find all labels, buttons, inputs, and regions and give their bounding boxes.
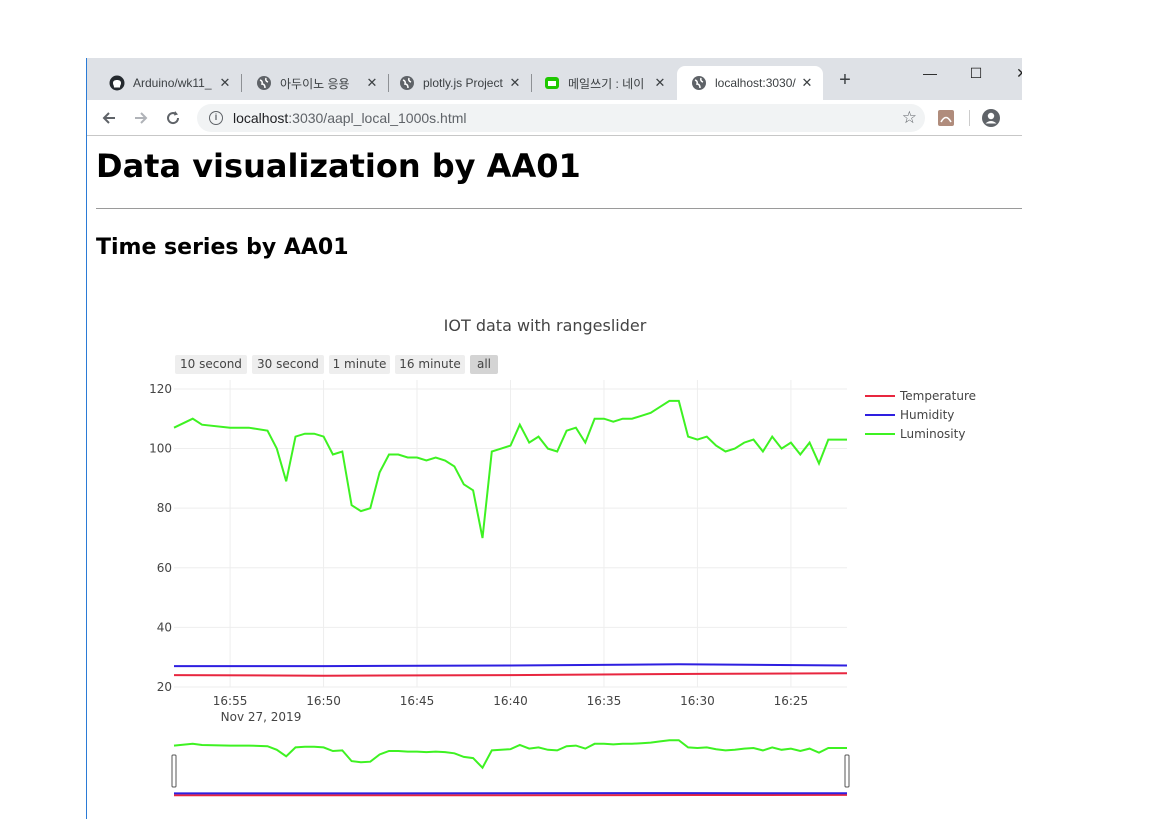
page-content: Data visualization by AA01 Time series b… — [87, 136, 1022, 819]
back-button[interactable] — [97, 106, 121, 130]
tab-plotly[interactable]: plotly.js Project ✕ — [385, 66, 531, 100]
browser-window: Arduino/wk11_ ✕ 아두이노 응용 ✕ plotly.js Proj… — [86, 58, 1022, 819]
maximize-icon[interactable]: ☐ — [969, 65, 983, 81]
profile-avatar-icon[interactable] — [979, 106, 1003, 130]
page-title: Data visualization by AA01 — [96, 147, 581, 185]
tab-title: localhost:3030/ — [715, 76, 796, 90]
section-title: Time series by AA01 — [96, 235, 349, 260]
tab-github[interactable]: Arduino/wk11_ ✕ — [95, 66, 241, 100]
reload-button[interactable] — [161, 106, 185, 130]
tab-title: 메일쓰기 : 네이 — [568, 76, 645, 91]
tab-title: 아두이노 응용 — [280, 76, 350, 91]
close-icon[interactable]: ✕ — [366, 75, 378, 90]
naver-mail-icon — [544, 75, 560, 91]
close-icon[interactable]: ✕ — [509, 75, 521, 90]
close-icon[interactable]: ✕ — [219, 75, 231, 90]
star-icon[interactable]: ☆ — [901, 108, 917, 127]
divider — [96, 208, 1022, 209]
arrow-left-icon — [102, 112, 115, 124]
close-icon[interactable]: ✕ — [801, 75, 813, 90]
tab-localhost[interactable]: localhost:3030/ ✕ — [677, 66, 823, 100]
address-bar[interactable]: i localhost:3030/aapl_local_1000s.html ☆ — [197, 104, 925, 132]
arrow-right-icon — [135, 112, 148, 124]
forward-button[interactable] — [129, 106, 153, 130]
globe-icon — [691, 75, 707, 91]
url-text: localhost:3030/aapl_local_1000s.html — [233, 110, 467, 126]
pdf-extension-icon[interactable] — [934, 106, 958, 130]
tab-strip: Arduino/wk11_ ✕ 아두이노 응용 ✕ plotly.js Proj… — [87, 58, 1022, 100]
tab-title: plotly.js Project — [423, 76, 503, 90]
close-icon[interactable]: ✕ — [654, 75, 666, 90]
github-icon — [109, 75, 125, 91]
info-icon[interactable]: i — [209, 111, 223, 125]
minimize-icon[interactable]: — — [923, 65, 937, 81]
tab-arduino[interactable]: 아두이노 응용 ✕ — [242, 66, 388, 100]
globe-icon — [256, 75, 272, 91]
globe-icon — [399, 75, 415, 91]
browser-toolbar: i localhost:3030/aapl_local_1000s.html ☆ — [87, 100, 1022, 136]
tab-naver-mail[interactable]: 메일쓰기 : 네이 ✕ — [530, 66, 676, 100]
close-window-icon[interactable]: ✕ — [1007, 62, 1022, 84]
new-tab-button[interactable]: + — [839, 69, 851, 91]
tab-title: Arduino/wk11_ — [133, 76, 212, 90]
reload-icon — [167, 111, 180, 125]
